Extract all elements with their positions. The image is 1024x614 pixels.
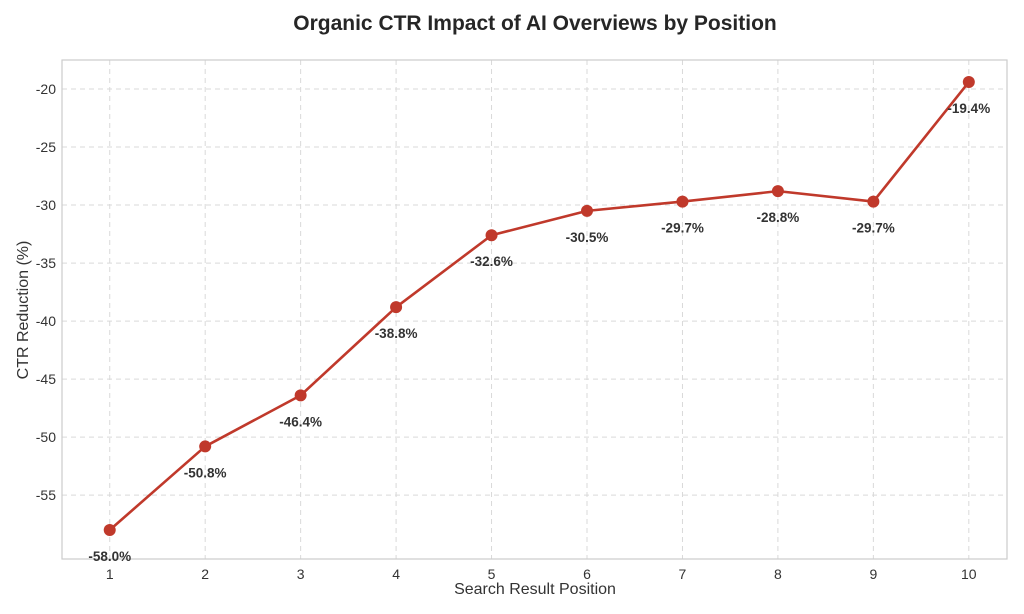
y-tick-label: -20 — [36, 81, 56, 97]
data-label: -19.4% — [947, 101, 990, 116]
x-tick-label: 10 — [961, 566, 977, 582]
data-point — [103, 523, 116, 536]
tick-labels: 1 2 3 4 5 6 7 8 9 10 -55 -50 -45 -40 -35 -30 -25 -20 — [36, 81, 977, 582]
y-tick-label: -35 — [36, 255, 56, 271]
x-tick-label: 7 — [679, 566, 687, 582]
series-line — [108, 80, 971, 532]
data-point — [485, 229, 498, 242]
y-tick-label: -50 — [36, 429, 56, 445]
data-point — [199, 440, 212, 453]
data-labels: -58.0% -50.8% -46.4% -38.8% -32.6% -30.5% -29.… — [88, 101, 990, 564]
data-label: -38.8% — [375, 326, 418, 341]
data-point — [867, 195, 880, 208]
y-axis-label: CTR Reduction (%) — [15, 241, 32, 380]
x-tick-label: 6 — [583, 566, 591, 582]
x-tick-label: 4 — [392, 566, 400, 582]
plot-area — [61, 59, 1008, 560]
data-point — [390, 301, 403, 314]
data-label: -30.5% — [566, 230, 609, 245]
y-tick-label: -45 — [36, 371, 56, 387]
x-tick-label: 3 — [297, 566, 305, 582]
data-point — [771, 185, 784, 198]
x-tick-label: 5 — [488, 566, 496, 582]
data-point — [962, 76, 975, 89]
data-label: -46.4% — [279, 414, 322, 429]
y-tick-label: -40 — [36, 313, 56, 329]
x-tick-label: 8 — [774, 566, 782, 582]
data-label: -32.6% — [470, 254, 513, 269]
data-point — [581, 204, 593, 217]
y-tick-label: -30 — [36, 197, 56, 213]
data-label: -58.0% — [88, 549, 131, 564]
data-label: -28.8% — [757, 210, 800, 225]
grid — [62, 60, 1007, 559]
x-tick-label: 1 — [106, 566, 114, 582]
y-tick-label: -25 — [36, 139, 56, 155]
data-label: -29.7% — [661, 221, 704, 236]
series — [103, 76, 975, 536]
x-axis-label: Search Result Position — [454, 581, 616, 598]
x-tick-label: 9 — [869, 566, 877, 582]
chart-title: Organic CTR Impact of AI Overviews by Po… — [293, 12, 777, 35]
x-tick-label: 2 — [201, 566, 209, 582]
data-label: -50.8% — [184, 465, 227, 480]
data-label: -29.7% — [852, 221, 895, 236]
data-point — [676, 195, 689, 208]
y-tick-label: -55 — [36, 487, 56, 503]
data-point — [294, 389, 307, 402]
